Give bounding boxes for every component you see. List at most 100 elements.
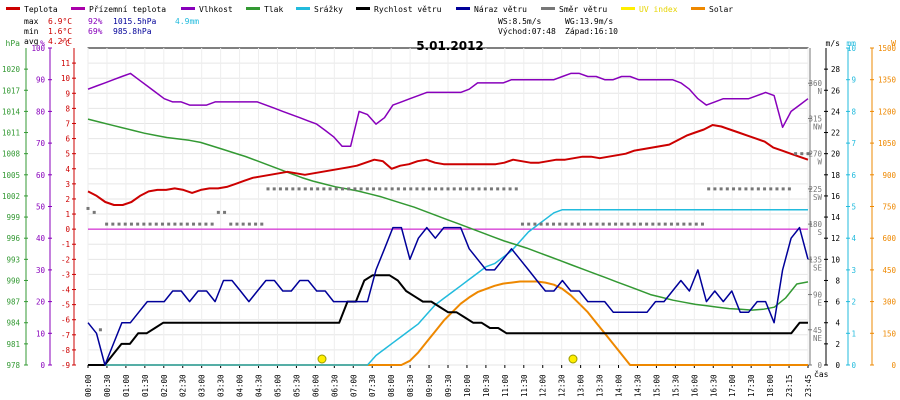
chart-title: 5.01.2012: [416, 39, 484, 53]
axis-ms-unit: m/s: [826, 39, 841, 48]
axis-degc-tick-label: -2: [61, 255, 70, 264]
series-dir-point: [725, 187, 729, 191]
axis-w-tick-label: 600: [882, 234, 896, 243]
axis-ms-tick-label: 16: [831, 192, 841, 201]
axis-ms-tick-label: 28: [831, 65, 841, 74]
series-dir-point: [427, 187, 431, 191]
x-tick-label: 01:00: [122, 374, 131, 397]
stats-press-min: 985.8hPa: [113, 27, 152, 36]
series-dir-point: [732, 187, 736, 191]
axis-pct-tick-label: 50: [36, 203, 46, 212]
sun-marker: [317, 354, 327, 364]
series-dir-point: [527, 222, 531, 226]
series-dir-point: [291, 187, 295, 191]
series-dir-point: [223, 210, 227, 214]
axis-pct-unit: %: [40, 39, 45, 48]
series-dir-point: [440, 187, 444, 191]
series-dir-point: [676, 222, 680, 226]
series-dir-point: [452, 187, 456, 191]
axis-degc-tick-label: 5: [65, 150, 70, 159]
series-dir-point: [198, 222, 202, 226]
axis-hpa-unit: hPa: [6, 39, 21, 48]
legend-label-rain: Srážky: [314, 5, 343, 14]
axis-mm-tick-label: 1: [851, 329, 856, 338]
axis-dir-tick-label: 135: [808, 255, 822, 264]
axis-ms-tick-label: 18: [831, 171, 841, 180]
series-dir-point: [601, 222, 605, 226]
series-dir-point: [502, 187, 506, 191]
series-dir-point: [632, 222, 636, 226]
series-dir-point: [558, 222, 562, 226]
series-dir-point: [483, 187, 487, 191]
x-tick-label: 01:30: [141, 374, 150, 397]
axis-hpa-tick-label: 1005: [2, 171, 20, 180]
axis-pct-tick-label: 30: [36, 266, 46, 275]
axis-degc-tick-label: -6: [61, 316, 71, 325]
x-tick-label: 02:30: [179, 374, 188, 397]
series-dir-point: [620, 222, 624, 226]
axis-degc-tick-label: -5: [61, 301, 70, 310]
axis-ms-tick-label: 12: [831, 234, 840, 243]
axis-w-tick-label: 750: [882, 203, 896, 212]
axis-ms-tick-label: 22: [831, 129, 840, 138]
x-tick-label: 05:30: [292, 374, 301, 397]
axis-mm-tick-label: 6: [851, 171, 856, 180]
legend-label-hum: Vlhkost: [199, 5, 233, 14]
legend-swatch-feels: [71, 7, 85, 10]
series-dir-point: [129, 222, 133, 226]
axis-pct-tick-label: 40: [36, 234, 46, 243]
axis-hpa-tick-label: 996: [6, 234, 20, 243]
legend-swatch-hum: [181, 7, 195, 10]
info-ws: WS:8.5m/s: [498, 17, 542, 26]
axis-dir-tick-sublabel: E: [817, 299, 822, 308]
stats-hum-min: 69%: [88, 27, 103, 36]
series-dir-point: [154, 222, 158, 226]
series-gust-line: [87, 226, 809, 366]
series-dir-point: [105, 222, 109, 226]
axis-degc-tick-label: -4: [61, 286, 71, 295]
axis-ms-tick-label: 0: [835, 361, 840, 370]
series-dir-point: [340, 187, 344, 191]
legend-label-dir: Směr větru: [559, 5, 607, 14]
x-tick-label: 09:00: [425, 374, 434, 397]
axis-hpa-tick-label: 993: [6, 255, 20, 264]
series-dir-point: [626, 222, 630, 226]
axis-w-tick-label: 300: [882, 298, 896, 307]
legend-swatch-temp: [6, 7, 20, 10]
series-dir-point: [123, 222, 127, 226]
stats-press-max: 1015.5hPa: [113, 17, 157, 26]
axis-w-tick-label: 1050: [878, 139, 897, 148]
stats-hum-max: 92%: [88, 17, 103, 26]
axis-pct-tick-label: 100: [31, 44, 45, 53]
series-dir-point: [372, 187, 376, 191]
axis-degc-tick-label: -7: [61, 331, 70, 340]
series-dir-point: [638, 222, 642, 226]
axis-hpa-tick-label: 984: [6, 319, 20, 328]
x-tick-label: 11:30: [520, 374, 529, 397]
x-tick-label: 08:00: [387, 374, 396, 397]
series-dir-point: [260, 222, 264, 226]
axis-dir-tick-label: 360: [808, 79, 822, 88]
axis-ms-tick-label: 26: [831, 86, 841, 95]
series-dir-point: [111, 222, 115, 226]
axis-dir-tick-sublabel: W: [817, 158, 822, 167]
axis-hpa-tick-label: 999: [6, 213, 20, 222]
series-dir-point: [446, 187, 450, 191]
x-tick-label: 00:30: [103, 374, 112, 397]
series-dir-point: [415, 187, 419, 191]
x-tick-label: 13:30: [596, 374, 605, 397]
series-dir-point: [750, 187, 754, 191]
x-tick-label: 04:00: [236, 374, 245, 397]
series-dir-point: [210, 222, 214, 226]
axis-pct-tick-label: 90: [36, 76, 46, 85]
x-tick-label: 08:30: [406, 374, 415, 397]
series-dir-point: [657, 222, 661, 226]
series-dir-point: [297, 187, 301, 191]
series-dir-point: [651, 222, 655, 226]
x-tick-label: 15:00: [652, 374, 661, 397]
x-tick-label: 12:00: [539, 374, 548, 397]
axis-dir-tick-sublabel: SW: [813, 193, 823, 202]
x-tick-label: 23:15: [785, 374, 794, 397]
series-dir-point: [316, 187, 320, 191]
